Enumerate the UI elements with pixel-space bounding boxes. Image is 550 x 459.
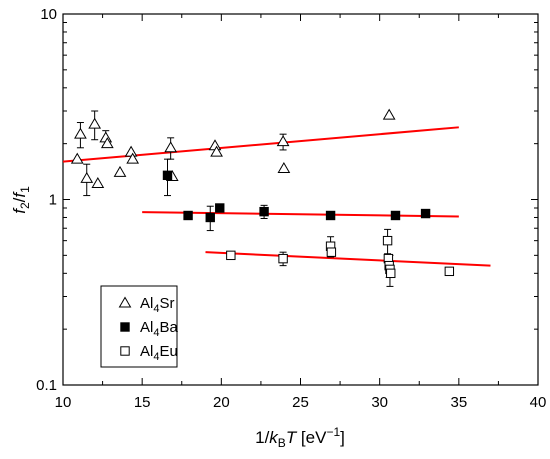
data-point-sr: [88, 117, 102, 129]
fit-line-eu: [205, 251, 491, 267]
legend-marker-eu: [120, 346, 130, 356]
axis-ticks: 10 15 20 25 30 35 40 0.1 1 10: [36, 6, 546, 411]
data-point-ba: [325, 210, 336, 221]
y-tick-label: 0.1: [36, 377, 57, 394]
data-point-sr: [126, 152, 140, 164]
data-point-sr: [382, 108, 396, 120]
data-point-ba: [162, 170, 173, 181]
fit-lines: [62, 126, 491, 267]
x-tick-label: 20: [213, 394, 230, 411]
data-point-sr: [124, 145, 138, 157]
data-point-ba: [259, 206, 269, 217]
y-tick-label: 10: [40, 6, 57, 23]
legend-marker-sr: [118, 296, 132, 308]
legend-label-sr: Al4Sr: [140, 295, 174, 315]
data-point-sr: [113, 165, 127, 177]
y-tick-label: 1: [49, 192, 57, 209]
data-markers: [70, 108, 455, 279]
legend-marker-ba: [120, 322, 130, 332]
data-point-eu: [444, 266, 455, 277]
data-point-sr: [74, 127, 87, 139]
legend-label-eu: Al4Eu: [140, 343, 178, 363]
data-point-ba: [183, 210, 193, 221]
fit-line-ba: [142, 211, 459, 218]
x-tick-label: 10: [55, 394, 72, 411]
legend-label-ba: Al4Ba: [140, 319, 178, 339]
x-tick-label: 40: [530, 394, 547, 411]
x-tick-label: 15: [134, 394, 151, 411]
data-point-sr: [276, 135, 290, 147]
fit-line-sr: [62, 126, 459, 163]
data-point-eu: [226, 250, 236, 261]
data-point-sr: [80, 171, 94, 183]
data-point-eu: [382, 235, 393, 246]
data-point-eu: [278, 253, 288, 264]
data-point-sr: [208, 139, 222, 151]
data-point-ba: [205, 212, 215, 223]
x-tick-label: 35: [450, 394, 467, 411]
data-point-sr: [277, 161, 291, 173]
data-point-ba: [420, 208, 431, 219]
data-point-sr: [210, 145, 223, 157]
data-point-ba: [390, 210, 401, 221]
data-point-eu: [386, 268, 396, 279]
y-axis-title: f2/f1: [10, 186, 32, 214]
data-point-sr: [91, 176, 105, 188]
data-point-ba: [215, 203, 225, 213]
data-point-eu: [326, 247, 337, 257]
data-point-sr: [100, 137, 114, 149]
x-tick-label: 30: [371, 394, 388, 411]
legend: Al4Sr Al4Ba Al4Eu: [100, 285, 178, 368]
data-point-sr: [164, 141, 178, 153]
data-point-sr: [70, 152, 84, 164]
legend-box: [100, 285, 178, 368]
x-axis-title: 1/kBT [eV−1]: [255, 425, 345, 450]
x-tick-label: 25: [292, 394, 309, 411]
